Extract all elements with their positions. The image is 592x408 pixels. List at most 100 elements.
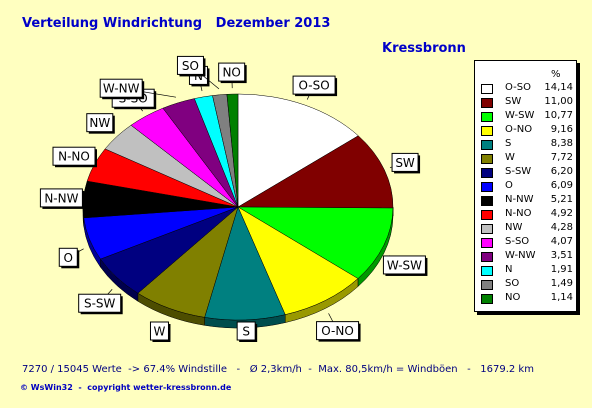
legend-item: N-NW 5,21 (481, 193, 573, 207)
legend-swatch (481, 140, 493, 150)
legend-label: SW (505, 96, 522, 107)
slice-label: N-NO (58, 150, 90, 164)
pie-slice-o-so (237, 93, 359, 208)
legend-swatch (481, 126, 493, 136)
chart-title: Verteilung Windrichtung Dezember 2013 (22, 16, 331, 31)
copyright-line: © WsWin32 - copyright wetter-kressbronn.… (20, 383, 232, 392)
legend-label: W (505, 152, 515, 163)
label-box (316, 321, 360, 341)
label-box (292, 75, 336, 95)
legend-item: NO 1,14 (481, 291, 573, 305)
slice-label: O-SO (298, 79, 329, 93)
legend-value: 3,51 (550, 250, 573, 261)
label-box (382, 255, 426, 275)
legend-item: NW 4,28 (481, 221, 573, 235)
legend-value: 1,91 (550, 264, 573, 275)
legend-item: W-NW 3,51 (481, 249, 573, 263)
slice-label: O (64, 251, 73, 265)
legend-value: 1,14 (550, 292, 573, 303)
legend-swatch (481, 210, 493, 220)
legend-label: O (505, 180, 513, 191)
legend-swatch (481, 294, 493, 304)
legend-item: W 7,72 (481, 151, 573, 165)
label-box (391, 152, 419, 172)
legend-swatch (481, 280, 493, 290)
legend-item: N-NO 4,92 (481, 207, 573, 221)
label-box (149, 321, 169, 341)
legend-label: N-NO (505, 208, 532, 219)
legend-item: SO 1,49 (481, 277, 573, 291)
legend-label: S-SO (505, 236, 530, 247)
slice-label: W (154, 325, 166, 339)
legend-value: 8,38 (550, 138, 573, 149)
legend-value: 7,72 (550, 152, 573, 163)
legend-swatch (481, 98, 493, 108)
legend-swatch (481, 154, 493, 164)
legend-swatch (481, 238, 493, 248)
legend-swatch (481, 252, 493, 262)
legend-swatch (481, 84, 493, 94)
legend-value: 6,09 (550, 180, 573, 191)
label-box (236, 321, 256, 341)
legend-swatch (481, 224, 493, 234)
legend-swatch (481, 112, 493, 122)
slice-label: W-NW (103, 82, 140, 96)
legend-value: 10,77 (544, 110, 573, 121)
legend-swatch (481, 168, 493, 178)
legend-label: S (505, 138, 512, 149)
legend-value: 4,28 (550, 222, 573, 233)
legend-label: N (505, 264, 513, 275)
legend-label: SO (505, 278, 520, 289)
stats-line: 7270 / 15045 Werte -> 67.4% Windstille -… (22, 364, 534, 375)
pie-labels: O-SOSWW-SWO-NOSWS-SWON-NWN-NONWS-SOW-NWN… (39, 55, 428, 342)
legend-item: W-SW 10,77 (481, 109, 573, 123)
label-box (218, 62, 246, 82)
legend-value: 11,00 (544, 96, 573, 107)
legend-item: S-SW 6,20 (481, 165, 573, 179)
slice-label: NO (222, 66, 240, 80)
legend-item: O 6,09 (481, 179, 573, 193)
legend: % O-SO 14,14 SW 11,00 W-SW 10,77 O-NO 9,16 S 8,38… (474, 60, 577, 312)
legend-value: 6,20 (550, 166, 573, 177)
pie-slice-no (226, 93, 239, 208)
slice-label: SO (182, 59, 199, 73)
legend-swatch (481, 266, 493, 276)
pie-slice-w-sw (237, 206, 394, 279)
label-box (52, 146, 96, 166)
legend-swatch (481, 196, 493, 206)
legend-item: O-NO 9,16 (481, 123, 573, 137)
legend-value: 1,49 (550, 278, 573, 289)
legend-value: 9,16 (550, 124, 573, 135)
pie-slice-sw (237, 135, 394, 209)
slice-label: S (242, 325, 250, 339)
slice-label: O-NO (321, 324, 354, 338)
legend-value: 4,92 (550, 208, 573, 219)
legend-item: SW 11,00 (481, 95, 573, 109)
legend-label: W-NW (505, 250, 536, 261)
legend-label: O-NO (505, 124, 533, 135)
slice-label: S-SW (84, 297, 116, 311)
legend-label: W-SW (505, 110, 535, 121)
station-name: Kressbronn (382, 41, 466, 56)
label-box (176, 55, 204, 75)
legend-item: O-SO 14,14 (481, 81, 573, 95)
legend-label: O-SO (505, 82, 531, 93)
pie-top (82, 93, 394, 321)
slice-label: W-SW (387, 258, 422, 272)
label-box (78, 293, 122, 313)
pie-side (82, 206, 394, 329)
legend-label: N-NW (505, 194, 534, 205)
slice-label: SW (395, 156, 415, 170)
legend-swatch (481, 182, 493, 192)
legend-label: NW (505, 222, 523, 233)
legend-item: S-SO 4,07 (481, 235, 573, 249)
legend-value: 4,07 (550, 236, 573, 247)
legend-value: 5,21 (550, 194, 573, 205)
label-box (99, 78, 143, 98)
slice-label: NW (89, 116, 110, 130)
legend-value: 14,14 (544, 82, 573, 93)
legend-item: S 8,38 (481, 137, 573, 151)
pie-slice-o-no (237, 206, 359, 315)
